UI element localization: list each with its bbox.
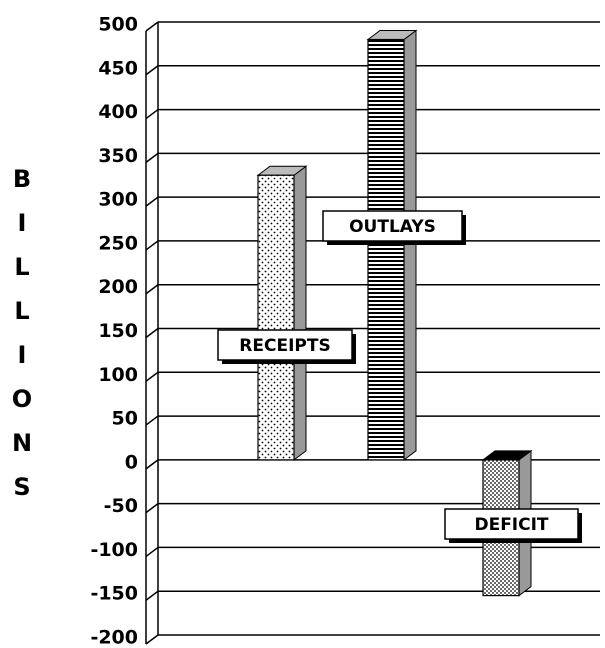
- y-tick-label: 350: [98, 145, 138, 167]
- y-tick-label: 50: [112, 408, 138, 430]
- category-label: RECEIPTS: [239, 336, 330, 356]
- grid-wall: [145, 152, 159, 163]
- y-tick-label: 300: [98, 189, 138, 211]
- y-tick-label: 450: [98, 57, 138, 79]
- bar-side: [293, 165, 307, 461]
- label-box: [217, 329, 353, 361]
- y-tick-label: 100: [98, 364, 138, 386]
- grid-wall: [145, 284, 159, 295]
- grid-wall: [145, 327, 159, 339]
- grid-wall: [145, 21, 159, 32]
- y-tick-label: -50: [104, 495, 138, 517]
- grid-wall: [145, 196, 159, 207]
- bar: [257, 174, 295, 461]
- y-tick-label: 400: [98, 101, 138, 123]
- y-tick-label: 200: [98, 276, 138, 298]
- y-tick-label: -100: [90, 539, 138, 561]
- grid-wall: [145, 108, 159, 120]
- y-tick-label: 0: [125, 451, 138, 473]
- y-axis-title: BILLIONS: [8, 165, 36, 517]
- category-label: OUTLAYS: [349, 217, 436, 237]
- y-tick-label: 250: [98, 232, 138, 254]
- y-tick-label: 500: [98, 14, 138, 36]
- bar: [367, 38, 405, 461]
- grid-wall: [145, 240, 159, 251]
- grid-wall: [145, 65, 159, 76]
- grid-wall: [145, 590, 159, 601]
- grid-wall: [145, 459, 159, 470]
- grid-wall: [145, 415, 159, 426]
- label-box: [444, 508, 579, 540]
- y-tick-label: -150: [90, 583, 138, 605]
- bar-side: [403, 29, 417, 461]
- y-tick-label: 150: [98, 320, 138, 342]
- label-box: [322, 210, 463, 242]
- grid-wall: [145, 634, 159, 645]
- y-tick-label: -200: [90, 627, 138, 648]
- grid-wall: [145, 371, 159, 382]
- category-label: DEFICIT: [474, 515, 548, 535]
- grid-wall: [145, 503, 159, 514]
- grid-wall: [145, 546, 159, 558]
